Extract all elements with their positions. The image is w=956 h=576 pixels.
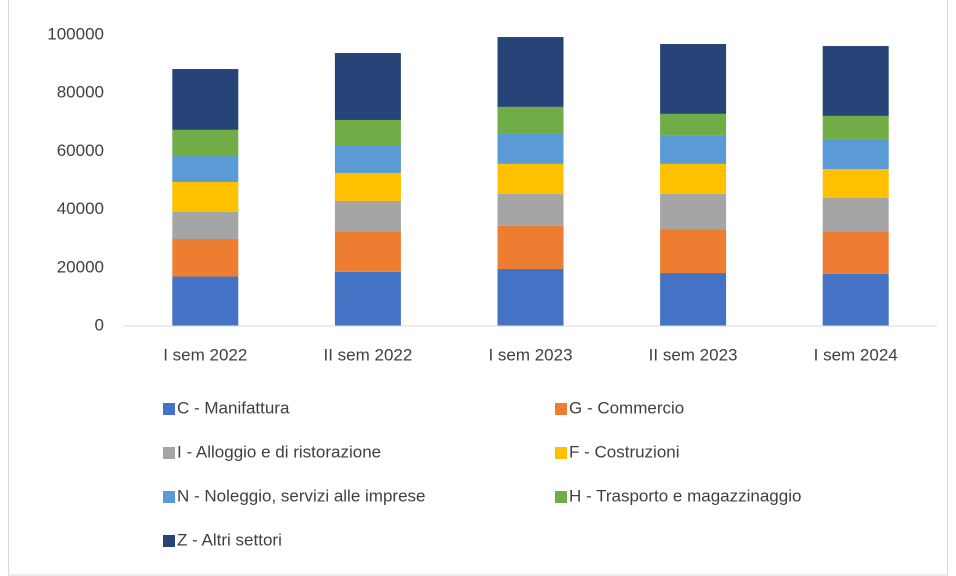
bar-segment: [334, 271, 401, 326]
bar-segment: [660, 113, 727, 136]
bar-segment: [822, 197, 889, 233]
legend-swatch: [555, 403, 567, 415]
bar-segment: [822, 169, 889, 198]
bar-segment: [660, 273, 727, 326]
bar-segment: [172, 156, 239, 182]
bar-segment: [660, 135, 727, 164]
bar-segment: [172, 276, 239, 326]
bar-segment: [497, 163, 564, 194]
x-tick-label: II sem 2022: [323, 345, 412, 364]
x-tick-label: I sem 2023: [488, 345, 572, 364]
legend-label: Z - Altri settori: [177, 530, 282, 549]
legend-label: N - Noleggio, servizi alle imprese: [177, 486, 425, 505]
y-tick-label: 100000: [47, 24, 104, 43]
legend-swatch: [163, 535, 175, 547]
y-tick-label: 20000: [57, 257, 104, 276]
bar-segment: [822, 115, 889, 139]
legend-label: F - Costruzioni: [569, 442, 680, 461]
bar-segment: [334, 200, 401, 232]
legend-swatch: [163, 403, 175, 415]
bar-segment: [822, 273, 889, 326]
bar-segment: [497, 193, 564, 226]
bar-segment: [497, 133, 564, 164]
bar-segment: [172, 181, 239, 212]
x-tick-label: II sem 2023: [649, 345, 738, 364]
legend-swatch: [163, 491, 175, 503]
bar-segment: [334, 144, 401, 173]
bar-segment: [660, 229, 727, 274]
bar-segment: [334, 172, 401, 201]
x-tick-label: I sem 2024: [814, 345, 898, 364]
bar-segment: [334, 231, 401, 272]
y-tick-label: 40000: [57, 199, 104, 218]
bar-segment: [822, 46, 889, 116]
bar-segment: [497, 268, 564, 326]
bar-segment: [660, 163, 727, 194]
bar-segment: [660, 44, 727, 114]
bar-segment: [172, 69, 239, 130]
bar-segment: [334, 119, 401, 145]
legend-swatch: [555, 491, 567, 503]
bar-segment: [822, 138, 889, 170]
legend-label: H - Trasporto e magazzinaggio: [569, 486, 801, 505]
legend-label: I - Alloggio e di ristorazione: [177, 442, 381, 461]
y-tick-label: 80000: [57, 83, 104, 102]
legend-swatch: [163, 447, 175, 459]
legend-label: C - Manifattura: [177, 398, 290, 417]
bar-segment: [660, 193, 727, 230]
bar-segment: [497, 106, 564, 134]
bar-segment: [497, 225, 564, 269]
bar-segment: [822, 232, 889, 274]
chart-border: [8, 0, 948, 576]
x-tick-label: I sem 2022: [163, 345, 247, 364]
bar-segment: [172, 211, 239, 239]
legend-swatch: [555, 447, 567, 459]
y-tick-label: 60000: [57, 141, 104, 160]
y-tick-label: 0: [95, 315, 104, 334]
bar-segment: [172, 129, 239, 157]
bar-segment: [497, 37, 564, 107]
legend-label: G - Commercio: [569, 398, 684, 417]
bar-segment: [172, 238, 239, 277]
bar-segment: [334, 53, 401, 120]
